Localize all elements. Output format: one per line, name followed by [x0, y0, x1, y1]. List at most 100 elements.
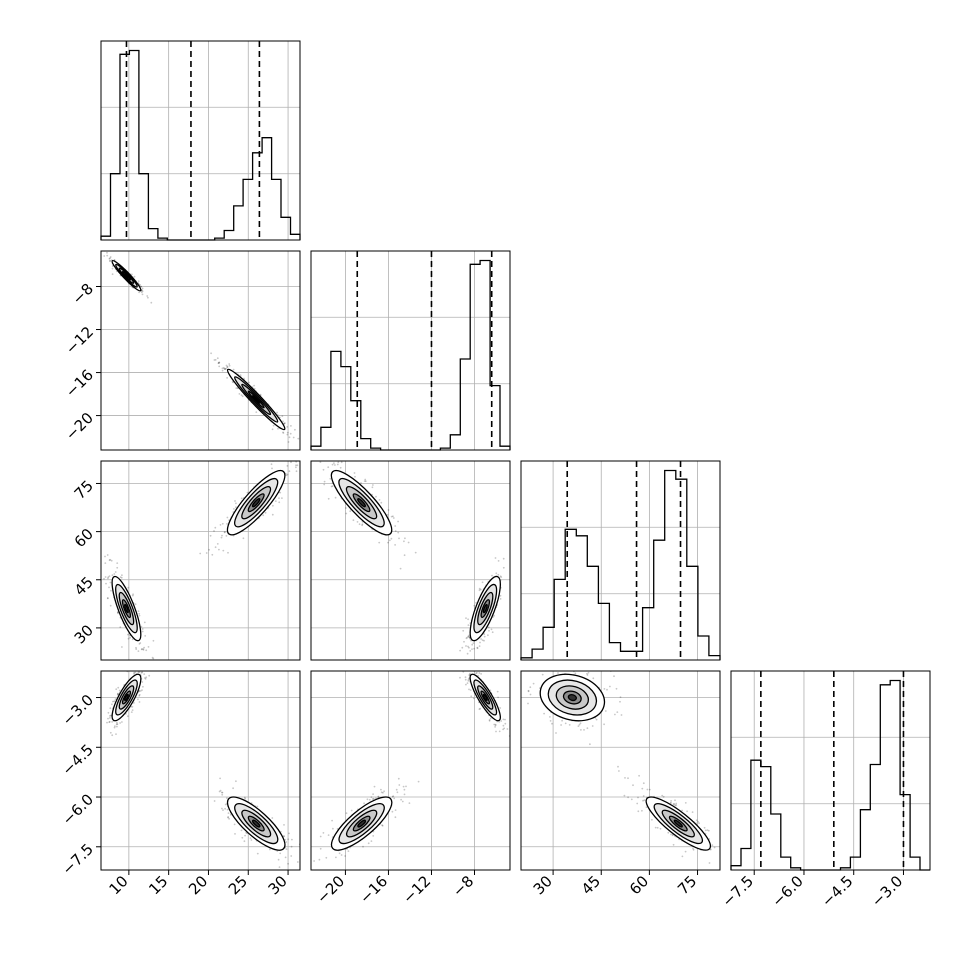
sample-point	[270, 463, 273, 466]
sample-point	[608, 662, 610, 664]
panel-frame	[310, 670, 511, 871]
xtick-label: 25	[225, 872, 251, 898]
sample-point	[323, 483, 326, 486]
sample-point	[218, 790, 221, 793]
sample-point	[226, 377, 229, 379]
sample-point	[383, 790, 385, 793]
sample-point	[109, 717, 111, 719]
sample-point	[461, 646, 464, 649]
sample-point	[233, 823, 236, 826]
sample-point	[285, 848, 288, 850]
sample-point	[614, 713, 616, 716]
sample-point	[361, 524, 363, 527]
density-contour	[482, 603, 488, 614]
sample-point	[119, 722, 121, 724]
sample-point	[549, 720, 552, 722]
sample-point	[499, 707, 502, 709]
sample-point	[113, 726, 116, 729]
sample-point	[620, 714, 623, 716]
sample-point	[145, 676, 148, 679]
sample-point	[495, 572, 498, 575]
sample-point	[549, 716, 551, 718]
sample-point	[476, 672, 478, 674]
sample-point	[288, 436, 291, 439]
sample-point	[117, 692, 119, 695]
sample-point	[476, 647, 479, 650]
sample-point	[115, 723, 118, 726]
xtick-label: 30	[530, 872, 556, 898]
sample-point	[380, 788, 382, 791]
sample-point	[686, 810, 688, 813]
sample-point	[244, 834, 247, 837]
sample-point	[271, 817, 274, 819]
sample-point	[241, 395, 244, 398]
sample-point	[109, 707, 112, 710]
sample-point	[364, 478, 367, 481]
ytick-label: −12	[62, 323, 97, 358]
sample-point	[707, 829, 710, 832]
sample-point	[126, 715, 129, 718]
sample-point	[619, 700, 621, 703]
sample-point	[214, 546, 217, 549]
sample-point	[288, 832, 290, 835]
sample-point	[248, 381, 251, 384]
sample-point	[292, 436, 295, 439]
sample-point	[586, 727, 589, 730]
sample-point	[116, 566, 119, 569]
sample-point	[398, 537, 400, 540]
sample-point	[276, 411, 278, 414]
sample-point	[224, 807, 227, 810]
xtick-label: 45	[578, 872, 604, 898]
sample-point	[543, 712, 545, 715]
sample-point	[478, 589, 481, 592]
sample-point	[286, 465, 289, 467]
sample-point	[138, 666, 140, 668]
sample-point	[330, 485, 333, 488]
panel-frame	[100, 670, 301, 871]
sample-point	[654, 826, 657, 829]
sample-point	[329, 477, 332, 480]
sample-point	[345, 512, 348, 515]
sample-point	[623, 794, 626, 797]
sample-point	[340, 461, 343, 464]
sample-point	[391, 810, 394, 813]
sample-point	[284, 856, 287, 859]
xtick-label: −16	[356, 872, 391, 907]
xtick-label: 10	[105, 872, 131, 898]
sample-point	[116, 725, 118, 728]
sample-point	[403, 793, 406, 796]
sample-point	[393, 797, 396, 800]
sample-point	[706, 829, 709, 831]
sample-point	[294, 428, 296, 431]
sample-point	[468, 688, 470, 691]
sample-point	[548, 663, 550, 665]
sample-point	[269, 848, 271, 851]
sample-point	[691, 811, 694, 813]
sample-point	[327, 466, 330, 469]
sample-point	[227, 816, 229, 819]
sample-point	[295, 464, 297, 467]
sample-point	[494, 557, 497, 559]
sample-point	[583, 729, 585, 731]
sample-point	[503, 727, 506, 730]
sample-point	[322, 832, 325, 834]
sample-point	[323, 480, 326, 483]
sample-point	[295, 458, 297, 460]
sample-point	[108, 586, 110, 589]
sample-point	[140, 285, 143, 288]
sample-point	[221, 793, 224, 796]
sample-point	[651, 818, 653, 821]
panel-frame	[310, 460, 511, 661]
sample-point	[111, 273, 114, 276]
sample-point	[220, 536, 223, 539]
sample-point	[143, 673, 146, 675]
sample-point	[281, 497, 283, 499]
sample-point	[235, 387, 238, 389]
sample-point	[467, 624, 470, 626]
sample-point	[561, 719, 563, 722]
panel-0-0	[100, 40, 301, 241]
ytick-label: −8	[69, 280, 97, 308]
panel-content	[313, 671, 510, 862]
sample-point	[337, 461, 340, 464]
sample-point	[108, 721, 111, 723]
